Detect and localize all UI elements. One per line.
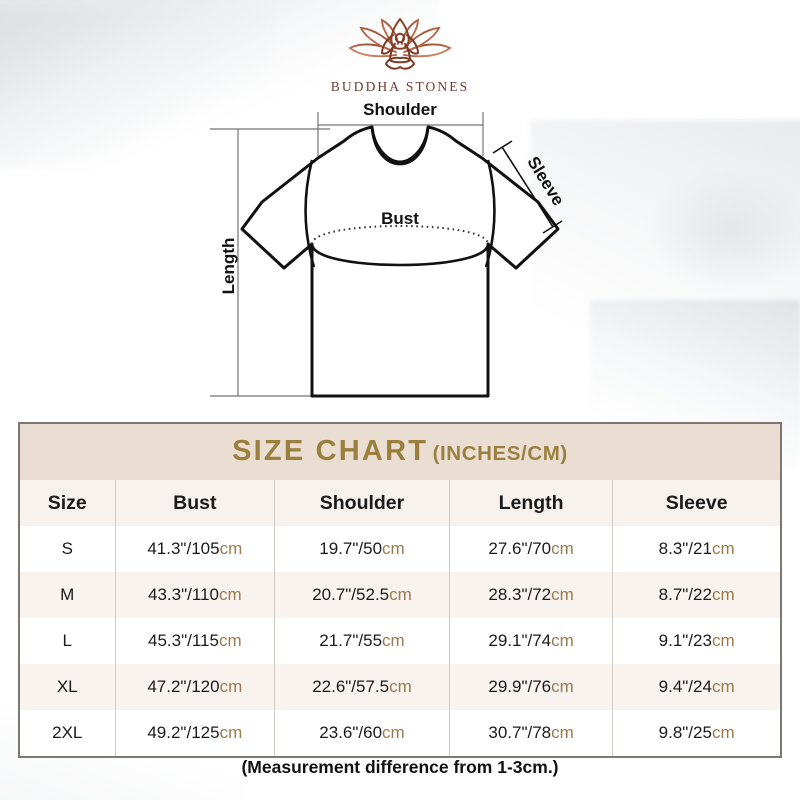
cell-shoulder: 22.6"/57.5cm [274,664,450,710]
measurement-footnote: (Measurement difference from 1-3cm.) [241,757,559,777]
cell-length: 28.3"/72cm [449,572,614,618]
cell-bust: 49.2"/125cm [115,710,276,756]
cell-bust: 47.2"/120cm [115,664,276,710]
table-header-row: Size Bust Shoulder Length Sleeve [20,480,780,526]
cell-size: S [20,526,116,572]
cell-bust: 45.3"/115cm [115,618,276,664]
size-chart-title-main: SIZE CHART [232,435,429,467]
table-row: 2XL 49.2"/125cm 23.6"/60cm 30.7"/78cm 9.… [20,710,780,756]
shoulder-label: Shoulder [363,100,437,119]
brand-logo: BUDDHA STONES [0,14,800,95]
bust-label: Bust [381,209,419,228]
size-chart-table: Size Bust Shoulder Length Sleeve S 41.3"… [20,480,780,756]
cell-shoulder: 23.6"/60cm [274,710,450,756]
table-row: L 45.3"/115cm 21.7"/55cm 29.1"/74cm 9.1"… [20,618,780,664]
size-chart-card: SIZE CHART (INCHES/CM) Size Bust Shoulde… [18,422,782,758]
cell-size: L [20,618,116,664]
size-chart-title: SIZE CHART (INCHES/CM) [20,424,780,480]
cell-bust: 43.3"/110cm [115,572,276,618]
sleeve-seams [304,159,496,268]
cell-sleeve: 8.3"/21cm [612,526,780,572]
length-label: Length [219,238,238,295]
cell-length: 30.7"/78cm [449,710,614,756]
table-row: XL 47.2"/120cm 22.6"/57.5cm 29.9"/76cm 9… [20,664,780,710]
neckline [370,126,430,166]
column-header-bust: Bust [115,480,276,526]
column-header-sleeve: Sleeve [612,480,780,526]
cell-length: 29.1"/74cm [449,618,614,664]
cell-size: XL [20,664,116,710]
column-header-shoulder: Shoulder [274,480,450,526]
column-header-length: Length [449,480,614,526]
tshirt-outline-icon [240,125,560,398]
tshirt-measurement-diagram: Shoulder Bust Length Sleeve [210,100,568,398]
cell-shoulder: 19.7"/50cm [274,526,450,572]
cell-length: 27.6"/70cm [449,526,614,572]
cell-length: 29.9"/76cm [449,664,614,710]
guide-lines [210,112,484,397]
cell-shoulder: 20.7"/52.5cm [274,572,450,618]
cell-shoulder: 21.7"/55cm [274,618,450,664]
bust-ellipse [310,225,490,267]
cell-size: 2XL [20,710,116,756]
column-header-size: Size [20,480,116,526]
table-row: S 41.3"/105cm 19.7"/50cm 27.6"/70cm 8.3"… [20,526,780,572]
cell-sleeve: 8.7"/22cm [612,572,780,618]
table-row: M 43.3"/110cm 20.7"/52.5cm 28.3"/72cm 8.… [20,572,780,618]
lotus-meditation-icon [348,18,452,70]
cell-bust: 41.3"/105cm [115,526,276,572]
cell-sleeve: 9.4"/24cm [612,664,780,710]
size-chart-title-unit: (INCHES/CM) [432,442,568,465]
sleeve-measure-line [492,140,563,234]
brand-name: BUDDHA STONES [330,79,470,94]
cell-sleeve: 9.8"/25cm [612,710,780,756]
cell-sleeve: 9.1"/23cm [612,618,780,664]
cell-size: M [20,572,116,618]
